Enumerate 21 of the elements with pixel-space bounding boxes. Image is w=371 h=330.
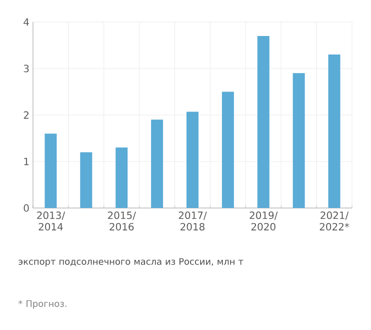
- x-tick-label: 2017/ 2018: [178, 212, 207, 231]
- x-tick-label: 2021/ 2022*: [320, 212, 350, 231]
- x-tick-label: 2013/ 2014: [37, 212, 66, 231]
- y-tick-label: 1: [24, 158, 29, 166]
- bar: [292, 73, 305, 208]
- bar: [328, 54, 340, 208]
- bar: [151, 120, 164, 208]
- bar: [44, 134, 57, 208]
- y-tick-label: 2: [24, 111, 28, 119]
- y-tick-label: 4: [24, 18, 29, 26]
- bar: [186, 112, 198, 208]
- y-tick-label: 0: [24, 204, 29, 212]
- bar: [257, 36, 270, 208]
- x-tick-label: 2015/ 2016: [108, 212, 136, 231]
- bar: [222, 92, 234, 208]
- x-tick-label: 2019/ 2020: [250, 212, 278, 231]
- bar: [116, 148, 128, 208]
- text: экспорт подсолнечного масла из России, млн т: [18, 258, 244, 267]
- text: * Прогноз.: [18, 300, 66, 309]
- y-tick-label: 3: [24, 64, 29, 72]
- bar: [80, 152, 92, 208]
